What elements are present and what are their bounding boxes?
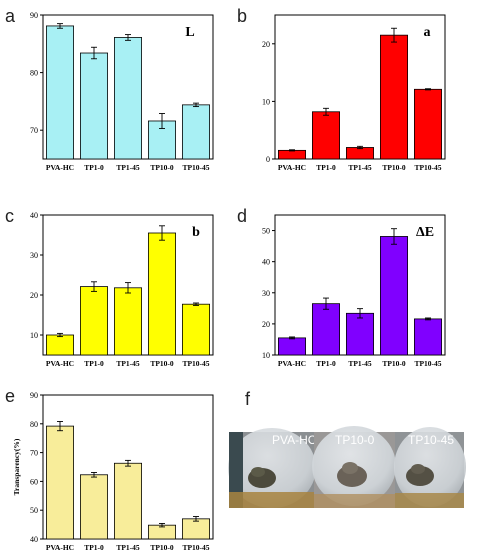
x-tick-label: TP10-45	[414, 359, 441, 368]
bar-tp1-0	[80, 52, 109, 160]
bar-tp10-45	[413, 318, 442, 356]
photo-label-tp10-45: TP10-45	[408, 433, 454, 447]
x-tick-label: TP1-0	[84, 163, 104, 172]
x-tick-label: PVA-HC	[46, 163, 74, 172]
x-tick-label: TP1-0	[84, 359, 104, 368]
y-tick-label: 40	[30, 211, 38, 220]
bar-tp1-0	[311, 111, 340, 160]
y-tick-label: 70	[30, 126, 38, 135]
x-tick-label: TP1-0	[316, 359, 336, 368]
bar-tp1-45	[345, 312, 374, 356]
bar-pva-hc	[277, 337, 306, 356]
x-tick-label: TP10-0	[382, 359, 406, 368]
bar-tp1-0	[80, 474, 109, 540]
y-tick-label: 40	[30, 535, 38, 544]
panel-label-e: e	[5, 386, 15, 406]
bar-tp1-0	[80, 286, 109, 356]
chart-panel-d: d 10 20 30 40 50 PVA-HC TP1-0 TP1-45 TP10-0 TP10-4…	[237, 206, 446, 368]
photo-strip: PVA-HC TP10-0 TP10-45	[228, 426, 466, 508]
y-tick-label: 40	[262, 258, 270, 267]
bar-tp10-45	[181, 303, 210, 356]
bar-pva-hc	[46, 334, 75, 356]
y-tick-label: 20	[262, 40, 270, 49]
y-tick-label: 20	[262, 320, 270, 329]
photo-tp10-0: TP10-0	[312, 426, 396, 508]
x-tick-label: TP1-45	[116, 543, 140, 550]
x-tick-label: TP1-45	[116, 163, 140, 172]
y-tick-label: 50	[30, 506, 38, 515]
bar-tp10-45	[181, 518, 210, 540]
y-tick-label: 10	[262, 97, 270, 106]
photo-label-tp10-0: TP10-0	[335, 433, 375, 447]
panel-label-d: d	[237, 206, 247, 226]
y-axis-label: Transparency(%)	[12, 438, 21, 495]
photo-tp10-45: TP10-45	[394, 427, 466, 508]
chart-panel-a: a 70 80 90 PVA-HC TP1-0 TP1-45 TP10-0 TP10-45 L	[5, 6, 214, 172]
chart-panel-e: e 40 50 60 70 80 90 PVA-HC TP1-0 TP1-45 TP10-0 TP10…	[5, 386, 214, 550]
x-tick-label: PVA-HC	[46, 359, 74, 368]
x-tick-label: TP10-0	[150, 163, 174, 172]
x-tick-label: PVA-HC	[46, 543, 74, 550]
inset-label: ΔE	[416, 225, 434, 240]
bar-tp10-45	[413, 88, 442, 160]
chart-panel-b: b 0 10 20 PVA-HC TP1-0 TP1-45 TP10-0 TP10-45 a	[237, 6, 446, 172]
x-tick-label: TP10-45	[414, 163, 441, 172]
bar-tp10-0	[379, 236, 408, 356]
bar-tp10-45	[181, 104, 210, 160]
y-tick-label: 30	[262, 289, 270, 298]
panel-label-c: c	[5, 206, 14, 226]
x-tick-label: TP1-0	[316, 163, 336, 172]
charts-group: a 70 80 90 PVA-HC TP1-0 TP1-45 TP10-0 TP10-45 Lb 0…	[5, 6, 446, 550]
photo-label-pva-hc: PVA-HC	[272, 433, 317, 447]
inset-label: L	[185, 25, 194, 40]
bar-tp1-45	[114, 462, 143, 540]
x-tick-label: TP10-0	[382, 163, 406, 172]
x-tick-label: TP1-0	[84, 543, 104, 550]
inset-label: a	[424, 25, 431, 40]
x-tick-label: TP10-0	[150, 359, 174, 368]
y-tick-label: 10	[30, 331, 38, 340]
bar-tp1-45	[114, 37, 143, 160]
panel-label-a: a	[5, 6, 16, 26]
x-tick-label: TP10-0	[150, 543, 174, 550]
y-tick-label: 30	[30, 251, 38, 260]
y-tick-label: 80	[30, 69, 38, 78]
x-tick-label: TP1-45	[116, 359, 140, 368]
y-tick-label: 70	[30, 449, 38, 458]
bar-tp1-0	[311, 303, 340, 356]
x-tick-label: PVA-HC	[278, 163, 306, 172]
photo-pva-hc: PVA-HC	[228, 428, 317, 508]
x-tick-label: TP10-45	[182, 543, 209, 550]
bar-tp10-0	[147, 232, 176, 356]
x-tick-label: TP1-45	[348, 163, 372, 172]
bar-tp1-45	[114, 287, 143, 356]
inset-label: b	[192, 225, 200, 240]
panel-label-f: f	[245, 389, 251, 409]
y-tick-label: 50	[262, 227, 270, 236]
y-tick-label: 80	[30, 420, 38, 429]
y-tick-label: 0	[266, 155, 270, 164]
chart-panel-c: c 10 20 30 40 PVA-HC TP1-0 TP1-45 TP10-0 TP10-45 b	[5, 206, 214, 368]
y-tick-label: 20	[30, 291, 38, 300]
x-tick-label: TP1-45	[348, 359, 372, 368]
y-tick-label: 60	[30, 477, 38, 486]
x-tick-label: TP10-45	[182, 359, 209, 368]
panel-label-b: b	[237, 6, 247, 26]
bar-pva-hc	[46, 25, 75, 160]
y-tick-label: 10	[262, 351, 270, 360]
bar-tp1-45	[345, 147, 374, 160]
y-tick-label: 90	[30, 391, 38, 400]
y-tick-label: 90	[30, 11, 38, 20]
bar-pva-hc	[277, 149, 306, 160]
x-tick-label: TP10-45	[182, 163, 209, 172]
bar-pva-hc	[46, 425, 75, 540]
bar-tp10-0	[379, 34, 408, 160]
x-tick-label: PVA-HC	[278, 359, 306, 368]
